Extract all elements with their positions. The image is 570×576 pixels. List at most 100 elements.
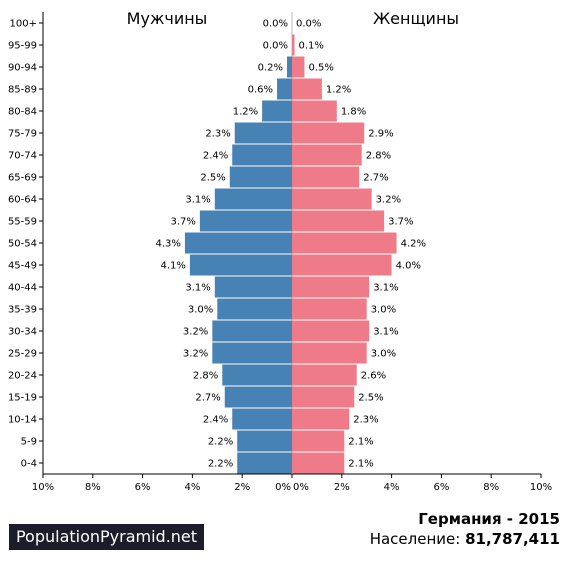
male-bar-50-54 (184, 232, 292, 254)
male-value-60-64: 3.1% (185, 195, 210, 206)
male-value-70-74: 2.4% (203, 151, 228, 162)
population-pyramid-chart: 0-4 2.2% 2.1% 5-9 2.2% 2.1% 10-14 2.4% 2.3% 15-19… (8, 9, 552, 493)
female-value-55-59: 3.7% (388, 217, 413, 228)
male-bar-80-84 (262, 100, 292, 122)
female-value-75-79: 2.9% (368, 129, 393, 140)
x-tick-label: 0% (293, 482, 309, 493)
male-value-40-44: 3.1% (185, 283, 210, 294)
male-bar-10-14 (232, 408, 292, 430)
chart-title: Германия - 2015 (418, 510, 560, 528)
female-bar-75-79 (292, 122, 365, 144)
male-value-10-14: 2.4% (203, 415, 228, 426)
female-bar-10-14 (292, 408, 350, 430)
male-bar-0-4 (237, 452, 292, 474)
female-bar-95-99 (292, 34, 295, 56)
male-bar-70-74 (232, 144, 292, 166)
female-bar-90-94 (292, 56, 305, 78)
female-bar-40-44 (292, 276, 370, 298)
female-bar-15-19 (292, 386, 355, 408)
female-bar-30-34 (292, 320, 370, 342)
female-bar-55-59 (292, 210, 385, 232)
age-label-0-4: 0-4 (21, 459, 37, 470)
male-bar-75-79 (234, 122, 292, 144)
male-value-55-59: 3.7% (170, 217, 195, 228)
age-label-85-89: 85-89 (8, 85, 37, 96)
male-bar-20-24 (222, 364, 292, 386)
male-bar-55-59 (199, 210, 292, 232)
female-value-30-34: 3.1% (373, 327, 398, 338)
x-tick-label: 0% (275, 482, 291, 493)
female-value-85-89: 1.2% (326, 85, 351, 96)
population-line: Население: 81,787,411 (370, 530, 560, 548)
x-tick-label: 4% (184, 482, 200, 493)
age-label-65-69: 65-69 (8, 173, 37, 184)
female-bar-0-4 (292, 452, 345, 474)
female-value-25-29: 3.0% (371, 349, 396, 360)
male-value-35-39: 3.0% (188, 305, 213, 316)
male-bar-85-89 (277, 78, 292, 100)
female-value-10-14: 2.3% (353, 415, 378, 426)
x-tick-label: 6% (433, 482, 449, 493)
age-label-15-19: 15-19 (8, 393, 37, 404)
female-bar-65-69 (292, 166, 360, 188)
male-bar-45-49 (189, 254, 292, 276)
x-tick-label: 6% (135, 482, 151, 493)
male-value-80-84: 1.2% (233, 107, 258, 118)
male-bar-60-64 (214, 188, 292, 210)
x-tick-label: 10% (32, 482, 54, 493)
x-tick-label: 2% (334, 482, 350, 493)
female-value-80-84: 1.8% (341, 107, 366, 118)
age-label-30-34: 30-34 (8, 327, 37, 338)
age-label-5-9: 5-9 (21, 437, 37, 448)
female-value-100+: 0.0% (296, 19, 321, 30)
male-value-20-24: 2.8% (193, 371, 218, 382)
age-label-55-59: 55-59 (8, 217, 37, 228)
legend-female: Женщины (373, 9, 459, 28)
male-value-30-34: 3.2% (183, 327, 208, 338)
male-value-90-94: 0.2% (258, 63, 283, 74)
x-tick-label: 2% (234, 482, 250, 493)
age-label-20-24: 20-24 (8, 371, 37, 382)
population-value: 81,787,411 (465, 530, 560, 548)
male-value-5-9: 2.2% (208, 437, 233, 448)
female-bar-60-64 (292, 188, 372, 210)
female-bar-70-74 (292, 144, 362, 166)
female-value-45-49: 4.0% (396, 261, 421, 272)
population-label: Население: (369, 530, 461, 548)
female-bar-45-49 (292, 254, 392, 276)
age-label-75-79: 75-79 (8, 129, 37, 140)
female-value-5-9: 2.1% (348, 437, 373, 448)
male-value-25-29: 3.2% (183, 349, 208, 360)
age-label-10-14: 10-14 (8, 415, 37, 426)
female-value-0-4: 2.1% (348, 459, 373, 470)
age-label-50-54: 50-54 (8, 239, 37, 250)
female-bar-20-24 (292, 364, 357, 386)
female-value-65-69: 2.7% (363, 173, 388, 184)
age-label-100+: 100+ (10, 19, 37, 30)
male-value-95-99: 0.0% (263, 41, 288, 52)
male-value-100+: 0.0% (263, 19, 288, 30)
female-bar-5-9 (292, 430, 345, 452)
male-bar-65-69 (229, 166, 292, 188)
male-bar-40-44 (214, 276, 292, 298)
female-bar-50-54 (292, 232, 397, 254)
male-bar-25-29 (212, 342, 292, 364)
male-value-85-89: 0.6% (248, 85, 273, 96)
brand-logo[interactable]: PopulationPyramid.net (9, 524, 204, 550)
age-label-70-74: 70-74 (8, 151, 37, 162)
female-value-70-74: 2.8% (366, 151, 391, 162)
male-value-75-79: 2.3% (205, 129, 230, 140)
x-tick-label: 4% (384, 482, 400, 493)
female-value-35-39: 3.0% (371, 305, 396, 316)
age-label-25-29: 25-29 (8, 349, 37, 360)
male-bar-15-19 (224, 386, 292, 408)
age-label-80-84: 80-84 (8, 107, 37, 118)
age-label-90-94: 90-94 (8, 63, 37, 74)
male-value-50-54: 4.3% (156, 239, 181, 250)
x-tick-label: 10% (530, 482, 552, 493)
female-bar-85-89 (292, 78, 322, 100)
female-value-50-54: 4.2% (401, 239, 426, 250)
legend-male: Мужчины (127, 9, 208, 28)
male-bar-5-9 (237, 430, 292, 452)
female-bar-25-29 (292, 342, 367, 364)
